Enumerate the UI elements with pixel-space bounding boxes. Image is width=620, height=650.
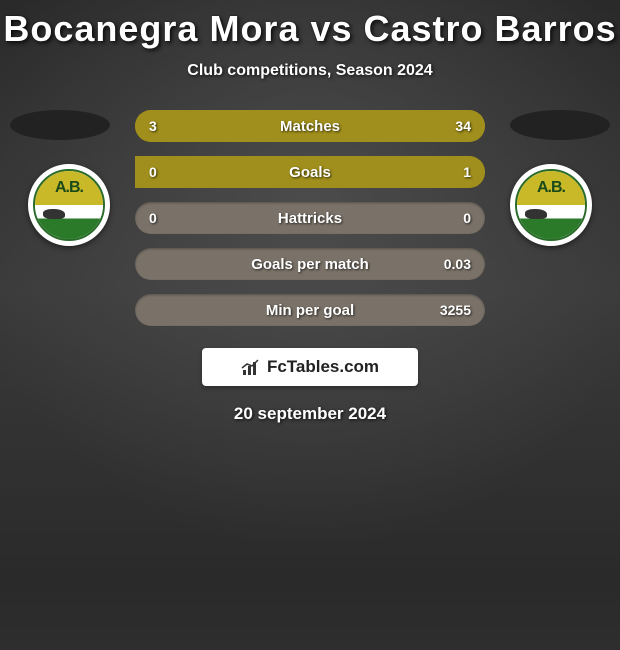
stat-row: 0 Goals 1 — [135, 156, 485, 188]
team-badge-right: A.B. — [510, 164, 592, 246]
stat-value-right: 0.03 — [444, 256, 471, 272]
badge-letters-right: A.B. — [517, 171, 585, 205]
stat-value-right: 3255 — [440, 302, 471, 318]
stat-label: Goals — [289, 164, 331, 181]
stats-area: A.B. A.B. 3 Matches 34 0 Goals 1 0 Hattricks 0 Go… — [0, 110, 620, 326]
page-title: Bocanegra Mora vs Castro Barros — [0, 8, 620, 50]
stat-row: Min per goal 3255 — [135, 294, 485, 326]
stat-label: Goals per match — [251, 256, 369, 273]
branding-text: FcTables.com — [267, 357, 379, 377]
badge-letters-left: A.B. — [35, 171, 103, 205]
player-left-marker — [10, 110, 110, 140]
subtitle: Club competitions, Season 2024 — [0, 62, 620, 80]
stat-value-left: 3 — [149, 118, 157, 134]
branding-box: FcTables.com — [202, 348, 418, 386]
team-badge-left: A.B. — [28, 164, 110, 246]
stat-rows: 3 Matches 34 0 Goals 1 0 Hattricks 0 Goals per ma… — [135, 110, 485, 326]
stat-label: Min per goal — [266, 302, 354, 319]
stat-value-right: 1 — [463, 164, 471, 180]
stat-label: Hattricks — [278, 210, 342, 227]
stat-row: 0 Hattricks 0 — [135, 202, 485, 234]
comparison-container: Bocanegra Mora vs Castro Barros Club com… — [0, 0, 620, 424]
player-right-marker — [510, 110, 610, 140]
stat-value-left: 0 — [149, 210, 157, 226]
chart-icon — [241, 358, 263, 376]
stat-row: Goals per match 0.03 — [135, 248, 485, 280]
stat-value-right: 0 — [463, 210, 471, 226]
date-label: 20 september 2024 — [0, 404, 620, 424]
stat-label: Matches — [280, 118, 340, 135]
stat-row: 3 Matches 34 — [135, 110, 485, 142]
stat-value-left: 0 — [149, 164, 157, 180]
stat-value-right: 34 — [455, 118, 471, 134]
